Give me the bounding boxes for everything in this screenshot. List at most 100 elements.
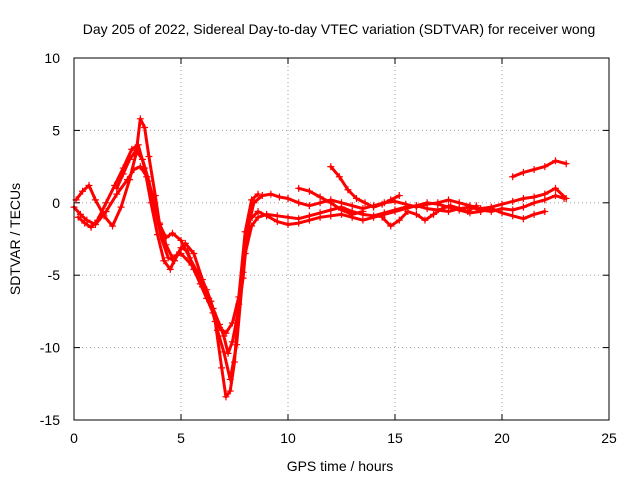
data-point xyxy=(447,202,455,210)
data-point xyxy=(359,216,367,224)
data-point xyxy=(541,163,549,171)
plot-frame xyxy=(73,57,610,421)
data-point xyxy=(370,213,378,221)
data-point xyxy=(509,197,517,205)
data-point xyxy=(138,155,146,163)
data-point xyxy=(438,205,446,213)
data-point xyxy=(466,202,474,210)
data-point xyxy=(102,199,110,207)
data-point xyxy=(552,157,559,165)
data-point xyxy=(136,115,144,123)
data-point xyxy=(141,124,149,132)
data-point xyxy=(134,141,142,149)
data-point xyxy=(166,265,174,273)
data-point xyxy=(162,234,170,242)
series-track-6 xyxy=(327,163,403,211)
data-point xyxy=(128,145,136,153)
data-point xyxy=(177,236,185,244)
data-point xyxy=(487,205,495,213)
data-point xyxy=(519,215,527,223)
series-group xyxy=(70,115,570,401)
data-point xyxy=(226,375,234,383)
data-point xyxy=(387,196,395,204)
y-tick-label: 5 xyxy=(52,122,60,138)
series-line xyxy=(72,165,566,399)
data-point xyxy=(552,192,559,200)
data-point xyxy=(190,265,198,273)
data-point xyxy=(79,187,87,195)
data-point xyxy=(258,192,266,200)
data-point xyxy=(352,194,360,202)
data-point xyxy=(222,329,230,337)
data-point xyxy=(455,205,463,213)
data-point xyxy=(541,190,549,198)
data-point xyxy=(519,203,527,211)
data-point xyxy=(434,200,442,208)
data-point xyxy=(412,202,420,210)
data-point xyxy=(348,202,356,210)
x-tick-label: 20 xyxy=(494,430,510,446)
data-point xyxy=(284,194,292,202)
series-line xyxy=(511,159,568,179)
data-point xyxy=(295,199,303,207)
data-point xyxy=(85,181,93,189)
data-point xyxy=(177,244,185,252)
data-point xyxy=(132,147,140,155)
data-point xyxy=(151,206,159,214)
data-point xyxy=(233,341,241,349)
data-point xyxy=(263,212,271,220)
data-point xyxy=(387,222,395,230)
data-point xyxy=(412,210,420,218)
data-point xyxy=(498,200,506,208)
data-point xyxy=(171,257,179,265)
data-point xyxy=(445,196,452,204)
series-track-2 xyxy=(72,115,570,357)
data-point xyxy=(228,338,236,346)
data-point xyxy=(209,309,217,317)
x-axis-label: GPS time / hours xyxy=(287,458,394,474)
data-point xyxy=(348,210,356,218)
data-point xyxy=(395,216,403,224)
data-point xyxy=(316,213,324,221)
data-point xyxy=(284,213,292,221)
data-point xyxy=(145,152,153,160)
chart-title: Day 205 of 2022, Sidereal Day-to-day VTE… xyxy=(83,21,596,37)
data-point xyxy=(404,207,412,215)
data-point xyxy=(477,207,485,215)
x-tick-labels: 0 5 10 15 20 25 xyxy=(70,430,617,446)
data-point xyxy=(158,235,166,243)
data-point xyxy=(295,219,303,227)
y-tick-label: -10 xyxy=(40,340,60,356)
data-point xyxy=(226,387,234,395)
data-point xyxy=(248,196,256,204)
x-tick-label: 0 xyxy=(70,430,78,446)
y-tick-labels: -15 -10 -5 0 5 10 xyxy=(40,50,60,428)
data-point xyxy=(327,199,335,207)
series-line xyxy=(74,117,568,355)
data-point xyxy=(273,218,281,226)
y-tick-label: 0 xyxy=(52,195,60,211)
y-axis-label: SDTVAR / TECUs xyxy=(7,183,23,295)
data-point xyxy=(228,319,236,327)
series-track-4 xyxy=(113,147,262,337)
data-point xyxy=(160,257,168,265)
y-tick-label: 10 xyxy=(44,50,60,66)
data-point xyxy=(344,186,352,194)
data-point xyxy=(541,207,549,215)
data-point xyxy=(196,280,204,288)
x-tick-label: 10 xyxy=(280,430,296,446)
data-point xyxy=(216,323,224,331)
data-point xyxy=(305,202,313,210)
data-point xyxy=(295,184,303,192)
series-track-7 xyxy=(509,157,570,181)
data-point xyxy=(327,163,335,171)
y-tick-label: -15 xyxy=(40,412,60,428)
data-point xyxy=(562,194,570,202)
data-point xyxy=(338,206,345,214)
data-point xyxy=(81,219,89,227)
x-tick-label: 15 xyxy=(387,430,403,446)
data-point xyxy=(254,190,262,198)
series-track-8 xyxy=(378,202,480,230)
data-point xyxy=(562,160,570,168)
